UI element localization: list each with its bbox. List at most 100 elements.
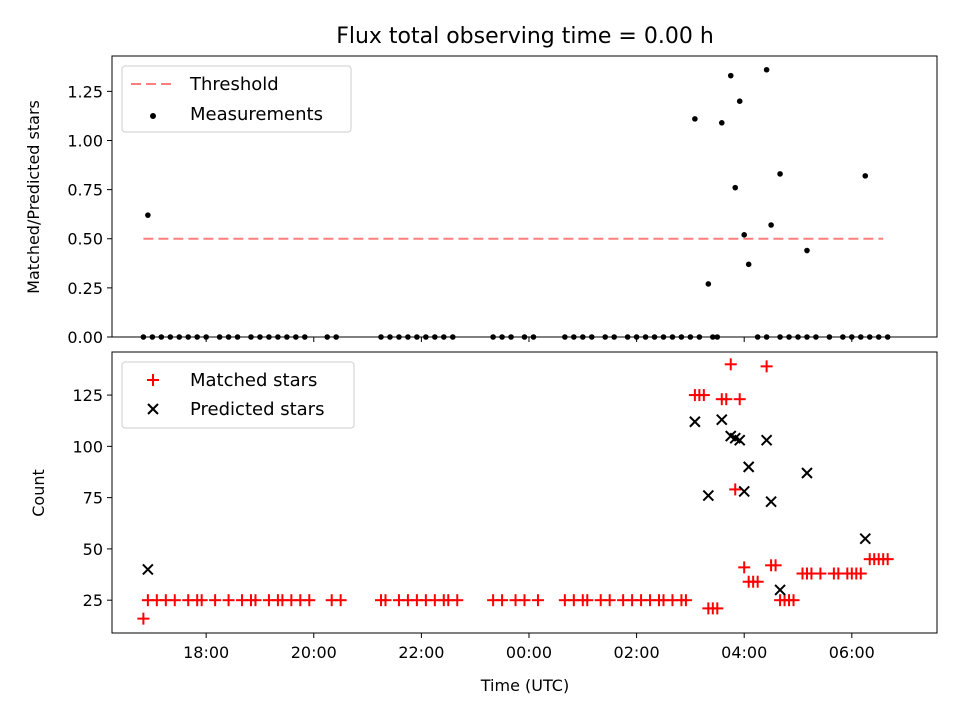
bottom-ytick-label: 50 xyxy=(83,540,103,559)
measurement-point xyxy=(718,120,725,126)
top-legend-box xyxy=(121,65,352,133)
measurement-point xyxy=(660,334,667,340)
matched-star-point xyxy=(881,553,894,566)
top-ytick-label: 0.00 xyxy=(67,328,103,347)
measurement-point xyxy=(786,334,792,340)
measurement-point xyxy=(248,334,254,340)
matched-star-point xyxy=(303,594,316,607)
matched-star-point xyxy=(137,612,150,625)
matched-star-point xyxy=(751,575,764,588)
matched-star-point xyxy=(168,594,181,607)
measurement-point xyxy=(840,334,846,340)
measurement-point xyxy=(158,334,165,340)
measurement-point xyxy=(633,334,640,340)
predicted-star-point xyxy=(142,563,154,576)
measurement-point xyxy=(499,334,505,340)
matched-star-point xyxy=(769,559,782,572)
measurement-point xyxy=(140,334,147,340)
bottom-legend: Matched stars Predicted stars xyxy=(121,361,355,429)
measurement-point xyxy=(642,334,649,340)
predicted-star-stroke xyxy=(760,434,773,446)
predicted-star-stroke xyxy=(801,467,813,479)
count-points xyxy=(137,358,894,625)
measurement-point xyxy=(736,98,743,104)
measurement-point xyxy=(732,184,739,191)
measurement-point xyxy=(257,334,263,340)
measurement-point xyxy=(741,232,748,238)
measurement-point xyxy=(795,334,801,340)
predicted-star-stroke xyxy=(859,532,871,545)
measurement-point xyxy=(669,334,676,340)
legend-predicted-swatch xyxy=(147,403,159,415)
matched-star-point xyxy=(195,594,208,607)
measurement-point xyxy=(714,334,721,340)
predicted-star-point xyxy=(801,467,813,479)
predicted-star-point xyxy=(738,485,750,498)
predicted-star-stroke xyxy=(716,413,728,426)
predicted-star-stroke xyxy=(729,432,741,444)
top-ytick-label: 0.25 xyxy=(67,279,103,298)
top-y-axis-label: Matched/Predicted stars xyxy=(24,100,43,294)
measurement-point xyxy=(508,334,514,340)
measurement-point xyxy=(602,334,609,340)
bottom-ytick-label: 75 xyxy=(83,489,103,508)
predicted-star-stroke xyxy=(774,584,786,596)
matched-star-point xyxy=(379,594,392,607)
measurement-point xyxy=(692,116,698,122)
predicted-star-point xyxy=(765,496,777,508)
bottom-ytick-label: 100 xyxy=(72,437,103,456)
matched-star-point xyxy=(603,594,616,607)
matched-star-point xyxy=(814,567,827,580)
x-tick-label: 02:00 xyxy=(614,643,660,662)
measurement-point xyxy=(266,334,272,340)
matched-star-point xyxy=(679,594,692,607)
predicted-star-point xyxy=(760,434,773,446)
measurement-point xyxy=(763,334,770,340)
measurement-point xyxy=(145,212,151,218)
top-ytick-label: 1.25 xyxy=(67,82,103,101)
measurement-point xyxy=(710,334,716,340)
legend-measurements-swatch xyxy=(150,113,156,119)
measurement-point xyxy=(826,334,833,340)
x-tick-label: 06:00 xyxy=(829,643,875,662)
matched-star-point xyxy=(209,594,222,607)
predicted-star-stroke xyxy=(765,496,777,508)
matched-star-point xyxy=(733,393,746,406)
measurement-point xyxy=(754,334,761,340)
matched-star-point xyxy=(697,389,710,402)
legend-matched-label: Matched stars xyxy=(190,370,317,391)
predicted-star-point xyxy=(734,434,746,446)
matched-star-point xyxy=(222,594,235,607)
predicted-star-stroke xyxy=(702,489,715,502)
matched-star-point xyxy=(724,358,737,371)
predicted-star-point xyxy=(716,413,728,426)
measurement-point xyxy=(611,334,617,340)
measurement-point xyxy=(857,334,864,340)
bottom-axes-frame xyxy=(111,351,938,634)
measurement-point xyxy=(875,334,882,340)
legend-threshold-label: Threshold xyxy=(189,74,279,95)
bottom-legend-box xyxy=(121,361,355,429)
measurement-point xyxy=(813,334,819,340)
measurement-point xyxy=(432,334,438,340)
measurement-point xyxy=(866,334,873,340)
matched-star-point xyxy=(787,594,800,607)
measurement-point xyxy=(324,334,331,340)
measurement-points xyxy=(140,66,891,340)
measurement-point xyxy=(763,66,770,73)
measurement-point xyxy=(562,334,568,340)
matched-star-point xyxy=(738,561,751,574)
measurement-point xyxy=(440,334,447,340)
measurement-point xyxy=(149,334,156,340)
predicted-star-point xyxy=(774,584,786,596)
measurement-point xyxy=(530,334,537,340)
predicted-star-point xyxy=(689,416,701,428)
x-tick-label: 18:00 xyxy=(183,643,229,662)
predicted-star-point xyxy=(859,532,871,545)
predicted-star-stroke xyxy=(689,416,701,428)
matched-star-point xyxy=(249,594,262,607)
measurement-point xyxy=(378,334,384,340)
measurement-point xyxy=(333,334,339,340)
measurement-point xyxy=(651,334,658,340)
measurement-point xyxy=(696,334,703,340)
